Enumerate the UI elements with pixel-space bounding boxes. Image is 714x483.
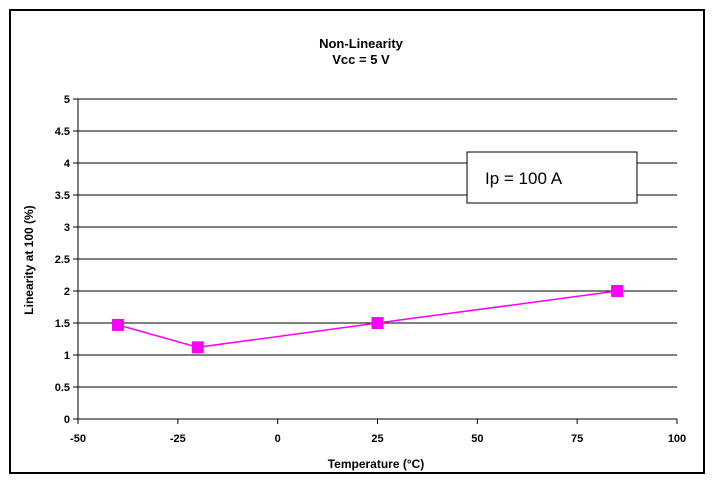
- x-tick-label: -50: [70, 433, 86, 445]
- chart-frame: [9, 9, 705, 474]
- y-tick-label: 2: [64, 286, 70, 298]
- axes: [73, 98, 678, 424]
- annotation-frame: [466, 151, 638, 204]
- data-point: [371, 317, 384, 329]
- chart-subtitle: Vcc = 5 V: [332, 52, 390, 67]
- x-tick-label: -25: [170, 433, 186, 445]
- y-tick-label: 3: [64, 222, 70, 234]
- y-tick-label: 3.5: [55, 190, 70, 202]
- gridlines: [78, 98, 677, 388]
- data-point: [191, 341, 204, 354]
- y-tick-label: 2.5: [55, 254, 70, 266]
- series: [111, 285, 624, 354]
- y-tick-label: 4: [64, 158, 71, 170]
- chart-title: Non-Linearity: [319, 36, 404, 51]
- series-line: [117, 290, 618, 349]
- y-tick-label: 5: [64, 94, 70, 106]
- annotation-label: Ip = 100 A: [485, 169, 563, 188]
- y-tick-label: 1: [64, 350, 70, 362]
- x-tick-label: 75: [571, 433, 583, 445]
- tick-labels: 0 0.5 1 1.5 2 2.5 3 3.5 4 4.5 5 -50 -25 0 25 50 75 100: [55, 94, 686, 445]
- x-tick-label: 50: [471, 433, 483, 445]
- x-tick-label: 0: [275, 433, 281, 445]
- x-axis-label: Temperature (°C): [328, 457, 425, 471]
- x-tick-label: 25: [371, 433, 383, 445]
- annotation-box: Ip = 100 A: [466, 151, 638, 204]
- y-tick-label: 1.5: [55, 318, 70, 330]
- data-point: [611, 285, 624, 297]
- y-tick-label: 0.5: [55, 382, 70, 394]
- y-axis-label: Linearity at 100 (%): [22, 205, 36, 314]
- x-tick-label: 100: [668, 433, 686, 445]
- data-point: [111, 318, 124, 331]
- y-tick-label: 4.5: [55, 126, 70, 138]
- y-tick-label: 0: [64, 414, 70, 426]
